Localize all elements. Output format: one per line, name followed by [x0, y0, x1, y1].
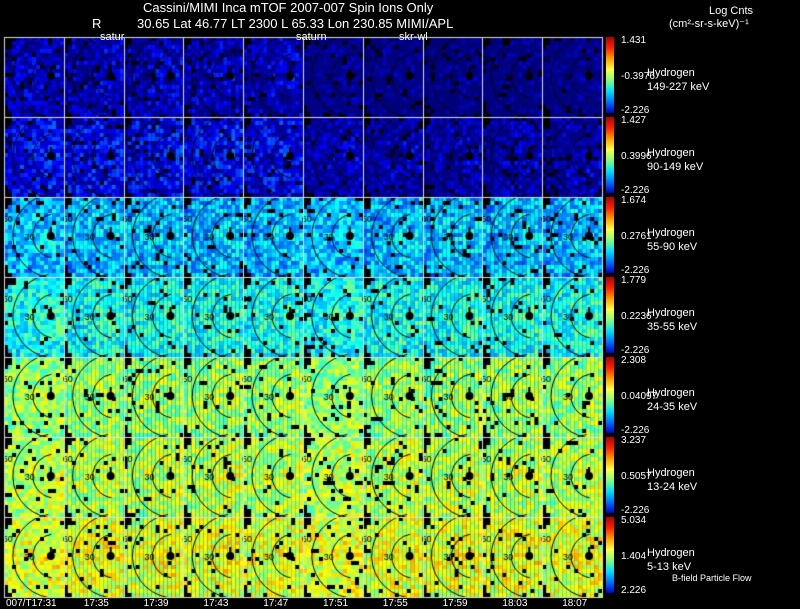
time-label: 18:07 — [562, 598, 588, 609]
channel-species: Hydrogen — [647, 147, 695, 159]
satur-label: satur — [100, 31, 125, 43]
channel-energy-range: 5-13 keV — [647, 561, 692, 573]
colorbar — [606, 357, 614, 433]
units-title: Log Cnts — [709, 5, 754, 17]
position-readout: 30.65 Lat 46.77 LT 2300 L 65.33 Lon 230.… — [137, 16, 454, 31]
colorbar — [606, 437, 614, 513]
colorbar-mid-value: 0.04097 — [621, 391, 658, 402]
colorbar — [606, 117, 614, 193]
colorbar-max-value: 3.237 — [621, 435, 647, 446]
colorbar — [606, 277, 614, 353]
saturn-label: saturn — [296, 31, 327, 43]
channel-species: Hydrogen — [647, 227, 695, 239]
channel-energy-range: 149-227 keV — [647, 81, 710, 93]
colorbar-min-value: -2.226 — [621, 185, 650, 196]
channel-species: Hydrogen — [647, 307, 695, 319]
channel-energy-range: 24-35 keV — [647, 401, 698, 413]
colorbar-min-value: -2.226 — [621, 425, 650, 436]
colorbar-max-value: 1.779 — [621, 275, 647, 286]
colorbar-mid-value: 0.5057 — [621, 471, 652, 482]
colorbar-max-value: 2.308 — [621, 355, 647, 366]
channel-energy-range: 90-149 keV — [647, 161, 704, 173]
colorbar-max-value: 5.034 — [621, 515, 647, 526]
time-label: 17:51 — [323, 598, 349, 609]
channel-species: Hydrogen — [647, 547, 695, 559]
channel-energy-range: 35-55 keV — [647, 321, 698, 333]
channel-energy-range: 13-24 keV — [647, 481, 698, 493]
plot-title: Cassini/MIMI Inca mTOF 2007-007 Spin Ion… — [143, 0, 434, 15]
time-label: 17:59 — [442, 598, 468, 609]
colorbar-mid-value: -0.3976 — [621, 71, 655, 82]
channel-energy-range: 55-90 keV — [647, 241, 698, 253]
colorbar-min-value: -2.226 — [621, 105, 650, 116]
colorbar-max-value: 1.674 — [621, 195, 647, 206]
time-label: 18:03 — [502, 598, 528, 609]
colorbar-min-value: 2.226 — [621, 585, 647, 596]
r-label: R — [92, 16, 102, 31]
footer-note: B-field Particle Flow — [672, 573, 752, 583]
colorbar-max-value: 1.427 — [621, 115, 647, 126]
channel-species: Hydrogen — [647, 67, 695, 79]
colorbar — [606, 37, 614, 113]
colorbar-max-value: 1.431 — [621, 35, 647, 46]
units-label: (cm²-sr-s-keV)⁻¹ — [669, 18, 749, 30]
colorbar-min-value: -2.226 — [621, 505, 650, 516]
colorbar-min-value: -2.226 — [621, 265, 650, 276]
colorbar-mid-value: 0.2236 — [621, 311, 652, 322]
colorbar — [606, 197, 614, 273]
colorbar-min-value: -2.226 — [621, 345, 650, 356]
time-label: 17:39 — [143, 598, 169, 609]
colorbar — [606, 517, 614, 593]
channel-species: Hydrogen — [647, 467, 695, 479]
time-label: 17:35 — [83, 598, 109, 609]
colorbar-mid-value: 0.2761 — [621, 231, 652, 242]
time-label: 007/T17:31 — [6, 598, 57, 609]
time-label: 17:47 — [263, 598, 289, 609]
time-label: 17:55 — [382, 598, 408, 609]
colorbar-mid-value: 0.3996 — [621, 151, 652, 162]
time-label: 17:43 — [203, 598, 229, 609]
colorbar-mid-value: 1.404 — [621, 551, 647, 562]
channel-species: Hydrogen — [647, 387, 695, 399]
skr-wl-label: skr-wl — [399, 31, 428, 43]
